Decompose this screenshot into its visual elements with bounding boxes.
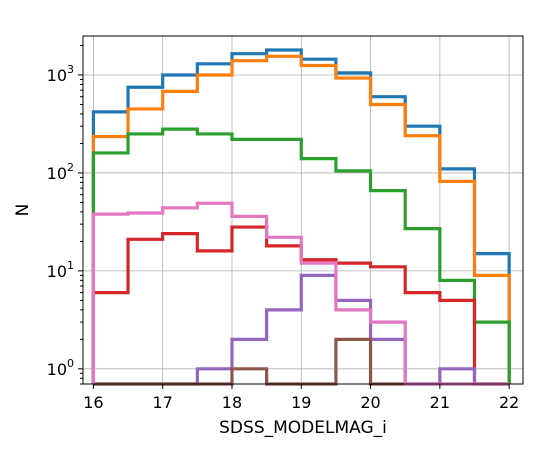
y-axis: 100 101 102 103 [47,45,83,384]
x-tick-label: 20 [360,393,380,412]
y-tick-label: 103 [47,63,74,85]
x-tick-label: 17 [153,393,173,412]
x-tick-label: 21 [430,393,450,412]
x-tick-label: 16 [83,393,103,412]
y-tick-label: 102 [47,161,74,183]
y-tick-label: 101 [47,259,74,281]
x-axis-label: SDSS_MODELMAG_i [219,418,387,438]
x-axis: 16 17 18 19 20 21 22 [83,384,519,412]
y-axis-label: N [13,204,33,217]
x-tick-label: 18 [222,393,242,412]
x-tick-label: 22 [499,393,519,412]
y-tick-label: 100 [47,357,74,379]
x-tick-label: 19 [291,393,311,412]
